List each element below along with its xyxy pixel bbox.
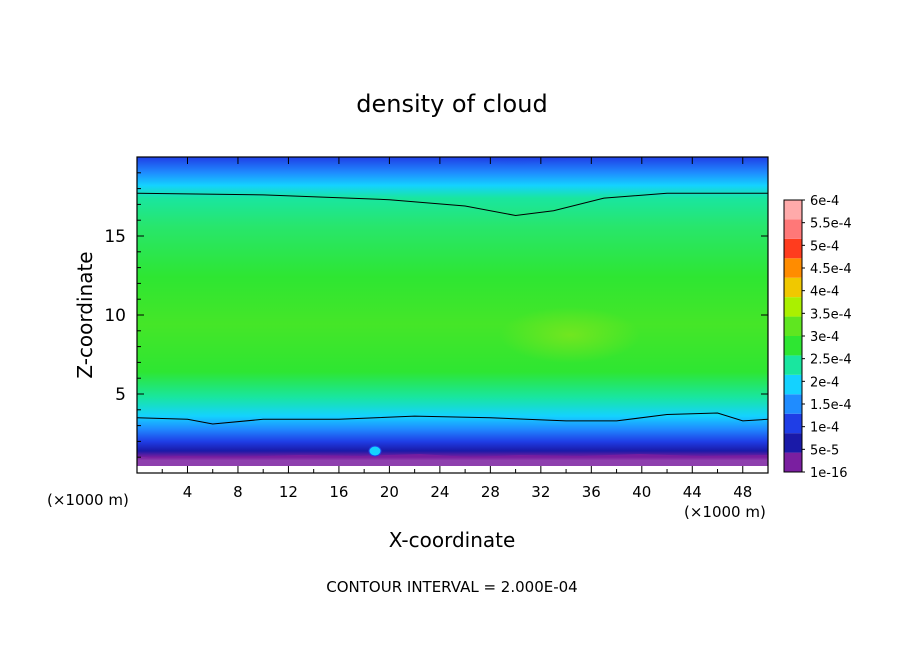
- contour-lines: [137, 192, 768, 425]
- x-tick-label: 36: [582, 483, 601, 501]
- x-tick-label: 44: [683, 483, 702, 501]
- y-tick-label: 10: [104, 306, 126, 326]
- colorbar-swatch: [784, 433, 802, 453]
- x-tick-label: 28: [481, 483, 500, 501]
- contour-line: [137, 412, 768, 425]
- field-patch: [500, 307, 640, 363]
- x-tick-label: 24: [430, 483, 449, 501]
- contour-interval-footer: CONTOUR INTERVAL = 2.000E-04: [326, 578, 577, 596]
- x-axis: 4 8 12 16 20 24 28 32 36 40 44 48: [161, 157, 752, 501]
- surface-gap: [137, 466, 768, 473]
- colorbar-swatch: [784, 374, 802, 395]
- colorbar-swatch: [784, 394, 802, 414]
- colorbar-label: 1e-16: [810, 466, 848, 481]
- colorbar: 1e-16 5e-5 1e-4 1.5e-4 2e-4 2.5e-4 3e-4 3.5e-4 4…: [783, 194, 852, 481]
- colorbar-swatch: [784, 452, 802, 472]
- colorbar-label: 3.5e-4: [810, 307, 852, 322]
- x-tick-label: 20: [380, 483, 399, 501]
- colorbar-swatch: [784, 219, 802, 239]
- colorbar-label: 2.5e-4: [810, 353, 852, 368]
- colorbar-label: 3e-4: [810, 330, 839, 345]
- x-tick-label: 16: [329, 483, 348, 501]
- colorbar-label: 1e-4: [810, 421, 839, 436]
- colorbar-swatch: [784, 336, 802, 356]
- y-axis-label: Z-coordinate: [73, 251, 97, 378]
- colorbar-label: 6e-4: [810, 194, 839, 209]
- colorbar-swatch: [784, 355, 802, 375]
- contour-field: [137, 157, 768, 473]
- colorbar-swatch: [784, 413, 802, 434]
- surface-blob: [368, 445, 382, 457]
- colorbar-label: 4.5e-4: [810, 262, 852, 277]
- x-axis-label: X-coordinate: [389, 528, 516, 552]
- x-unit-right: (×1000 m): [684, 503, 766, 521]
- y-tick-label: 5: [115, 385, 126, 405]
- colorbar-swatch: [784, 258, 802, 278]
- x-tick-label: 48: [733, 483, 752, 501]
- colorbar-swatch: [784, 238, 802, 259]
- colorbar-label: 4e-4: [810, 285, 839, 300]
- x-tick-label: 32: [531, 483, 550, 501]
- x-tick-label: 12: [279, 483, 298, 501]
- colorbar-label: 5e-4: [810, 239, 839, 254]
- contour-line: [137, 192, 768, 217]
- colorbar-swatch: [784, 277, 802, 298]
- x-unit-left: (×1000 m): [47, 491, 129, 509]
- colorbar-swatch: [784, 200, 802, 220]
- colorbar-swatch: [784, 297, 802, 317]
- chart-title: density of cloud: [356, 90, 547, 118]
- colorbar-label: 5.5e-4: [810, 217, 852, 232]
- colorbar-label: 1.5e-4: [810, 398, 852, 413]
- y-axis: 5 10 15: [104, 172, 768, 458]
- colorbar-label: 5e-5: [810, 443, 839, 458]
- colorbar-label: 2e-4: [810, 375, 839, 390]
- x-tick-label: 40: [632, 483, 651, 501]
- x-tick-label: 8: [233, 483, 243, 501]
- field-top-dip: [395, 157, 635, 195]
- colorbar-swatch: [784, 316, 802, 336]
- x-tick-label: 4: [183, 483, 193, 501]
- y-tick-label: 15: [104, 227, 126, 247]
